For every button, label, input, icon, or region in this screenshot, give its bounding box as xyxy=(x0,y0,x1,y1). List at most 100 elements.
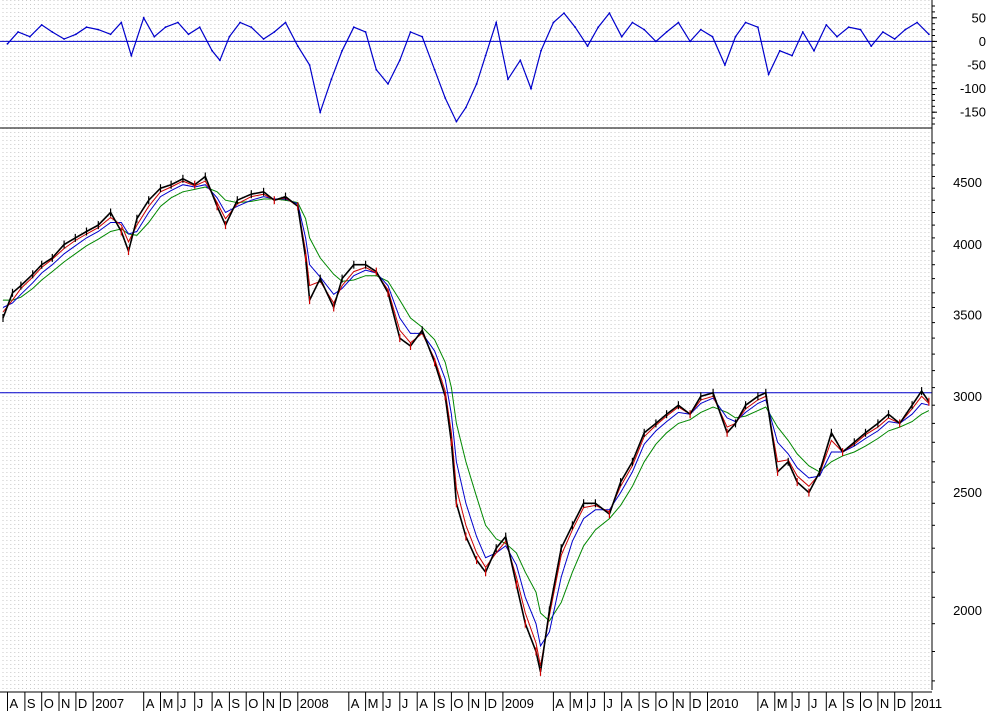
oscillator-point xyxy=(631,21,634,24)
oscillator-point xyxy=(409,31,412,33)
price-panel xyxy=(0,172,932,676)
oscillator-tick-label: -150 xyxy=(960,105,986,120)
oscillator-point xyxy=(801,31,804,33)
oscillator-point xyxy=(398,59,401,62)
oscillator-point xyxy=(273,31,276,33)
month-label: J xyxy=(180,696,187,711)
oscillator-point xyxy=(164,26,167,29)
month-label: O xyxy=(863,696,873,711)
oscillator-point xyxy=(97,28,100,31)
oscillator-point xyxy=(540,49,542,52)
month-label: J xyxy=(197,696,204,711)
oscillator-point xyxy=(677,21,680,24)
oscillator-point xyxy=(928,33,930,36)
month-label: A xyxy=(351,696,360,711)
oscillator-point xyxy=(130,54,133,57)
oscillator-point xyxy=(262,38,265,40)
oscillator-point xyxy=(475,83,478,85)
oscillator-point xyxy=(250,26,253,29)
oscillator-point xyxy=(552,21,555,24)
month-label: J xyxy=(402,696,409,711)
month-label: A xyxy=(828,696,837,711)
month-label: J xyxy=(794,696,801,711)
oscillator-point xyxy=(574,26,577,29)
oscillator-point xyxy=(916,21,918,24)
oscillator-point xyxy=(6,42,9,45)
oscillator-point xyxy=(63,38,65,40)
oscillator-point xyxy=(330,78,333,81)
month-label: O xyxy=(658,696,668,711)
oscillator-point xyxy=(120,21,123,24)
oscillator-point xyxy=(29,35,31,38)
price-tick-label: 2500 xyxy=(953,485,982,500)
month-label: S xyxy=(641,696,650,711)
oscillator-point xyxy=(364,31,367,33)
oscillator-point xyxy=(767,73,770,76)
bottom-axis: A S O N D 2007 A M J J A S O N D 2008 A M J J A S O N D 2009 A M J J A… xyxy=(0,691,942,711)
oscillator-point xyxy=(734,35,737,38)
oscillator-point xyxy=(319,111,322,114)
oscillator-point xyxy=(643,28,646,31)
oscillator-point xyxy=(665,31,668,33)
month-label: N xyxy=(675,696,684,711)
oscillator-point xyxy=(228,35,231,38)
oscillator-point xyxy=(620,35,623,38)
month-label: N xyxy=(471,696,480,711)
oscillator-point xyxy=(699,28,702,31)
oscillator-point xyxy=(689,40,691,43)
month-label: N xyxy=(880,696,889,711)
oscillator-point xyxy=(825,24,828,26)
oscillator-panel xyxy=(0,12,932,123)
oscillator-point xyxy=(296,45,299,47)
oscillator-point xyxy=(904,28,907,31)
month-label: A xyxy=(555,696,564,711)
oscillator-point xyxy=(836,35,838,38)
oscillator-point xyxy=(530,87,532,90)
month-label: J xyxy=(590,696,597,711)
month-label: N xyxy=(266,696,275,711)
month-label: M xyxy=(777,696,788,711)
month-label: J xyxy=(606,696,613,711)
oscillator-point xyxy=(219,59,221,62)
month-label: N xyxy=(61,696,70,711)
price-tick-label: 4000 xyxy=(953,237,982,252)
oscillator-point xyxy=(507,78,509,81)
oscillator-point xyxy=(51,31,54,33)
price-tick-label: 3000 xyxy=(953,389,982,404)
oscillator-point xyxy=(655,40,657,43)
oscillator-point xyxy=(109,33,112,36)
oscillator-point xyxy=(563,12,565,15)
oscillator-point xyxy=(341,49,343,52)
month-label: 2009 xyxy=(505,696,534,711)
oscillator-point xyxy=(597,26,600,29)
price-tick-label: 2000 xyxy=(953,603,982,618)
oscillator-point xyxy=(484,54,487,57)
month-label: 2010 xyxy=(710,696,739,711)
oscillator-point xyxy=(711,35,714,38)
month-label: A xyxy=(760,696,769,711)
oscillator-point xyxy=(421,35,424,38)
month-label: 2007 xyxy=(95,696,124,711)
oscillator-point xyxy=(211,49,214,52)
oscillator-point xyxy=(778,49,781,52)
oscillator-point xyxy=(308,64,311,66)
price-tick-label: 4500 xyxy=(953,175,982,190)
oscillator-point xyxy=(444,97,447,99)
month-label: 2008 xyxy=(300,696,329,711)
oscillator-point xyxy=(40,24,43,26)
oscillator-point xyxy=(744,21,747,24)
oscillator-point xyxy=(433,68,436,71)
oscillator-point xyxy=(85,26,88,29)
oscillator-point xyxy=(375,68,378,71)
month-label: D xyxy=(78,696,87,711)
month-label: M xyxy=(572,696,583,711)
oscillator-point xyxy=(791,54,793,57)
month-label: J xyxy=(811,696,818,711)
oscillator-point xyxy=(387,83,389,85)
oscillator-point xyxy=(586,45,589,47)
oscillator-point xyxy=(465,106,467,109)
oscillator-point xyxy=(177,21,179,24)
oscillator-point xyxy=(239,21,242,24)
oscillator-point xyxy=(187,33,190,36)
